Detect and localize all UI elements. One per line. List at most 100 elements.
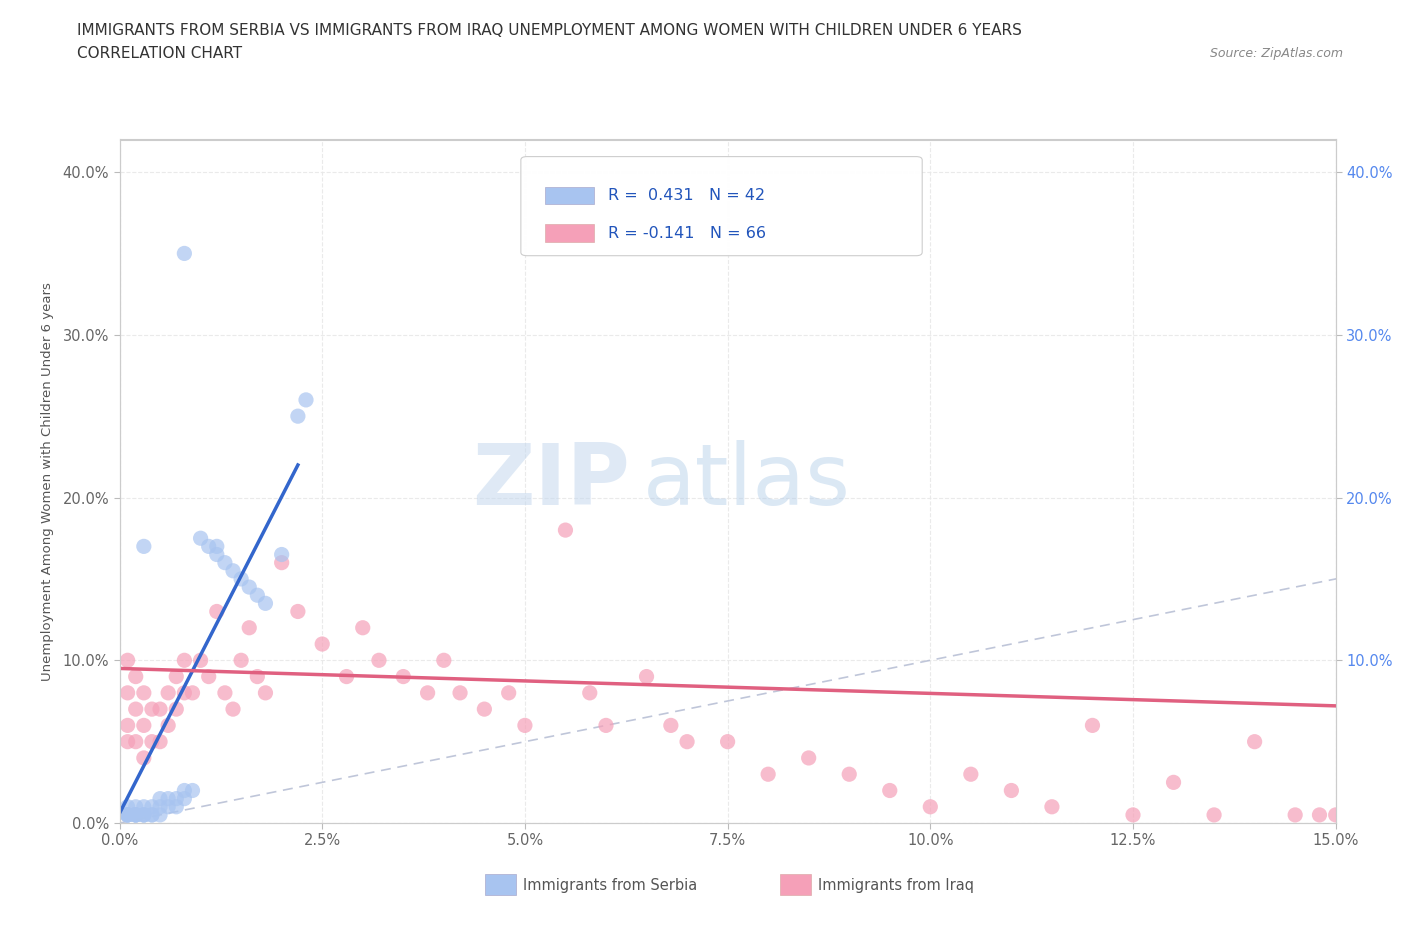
Point xyxy=(270,547,292,562)
Point xyxy=(117,807,139,822)
Point xyxy=(797,751,820,765)
Point xyxy=(125,800,148,815)
Point xyxy=(125,807,148,822)
Point xyxy=(879,783,901,798)
Point xyxy=(149,735,172,750)
Point xyxy=(132,718,155,733)
Point xyxy=(149,800,172,815)
Point xyxy=(295,392,318,407)
Point xyxy=(149,807,172,822)
Point xyxy=(222,564,245,578)
Point xyxy=(125,807,148,822)
Point xyxy=(197,670,219,684)
Text: Immigrants from Serbia: Immigrants from Serbia xyxy=(523,878,697,893)
Point xyxy=(181,783,204,798)
Point xyxy=(173,685,195,700)
Point xyxy=(449,685,471,700)
Point xyxy=(254,685,277,700)
Point xyxy=(117,685,139,700)
Point xyxy=(214,555,236,570)
Point xyxy=(132,807,155,822)
Point xyxy=(756,766,779,781)
Point xyxy=(117,718,139,733)
Point xyxy=(173,783,195,798)
Point xyxy=(149,791,172,806)
Point xyxy=(125,807,148,822)
Point xyxy=(513,718,536,733)
Point xyxy=(416,685,439,700)
FancyBboxPatch shape xyxy=(520,156,922,256)
Point xyxy=(181,685,204,700)
Point xyxy=(117,807,139,822)
Point xyxy=(222,702,245,717)
Point xyxy=(311,637,333,652)
Point xyxy=(717,735,740,750)
Y-axis label: Unemployment Among Women with Children Under 6 years: Unemployment Among Women with Children U… xyxy=(41,282,55,681)
Point xyxy=(141,800,163,815)
Point xyxy=(1324,807,1347,822)
Point xyxy=(132,685,155,700)
Point xyxy=(433,653,456,668)
Point xyxy=(117,807,139,822)
Point xyxy=(1284,807,1306,822)
Point xyxy=(554,523,576,538)
Point xyxy=(173,246,195,261)
Point xyxy=(205,539,228,554)
Text: R =  0.431   N = 42: R = 0.431 N = 42 xyxy=(609,188,765,203)
Point xyxy=(246,588,269,603)
Point xyxy=(117,735,139,750)
Point xyxy=(287,409,309,424)
Point xyxy=(125,735,148,750)
Point xyxy=(157,685,180,700)
Point xyxy=(157,791,180,806)
Text: Immigrants from Iraq: Immigrants from Iraq xyxy=(818,878,974,893)
Point xyxy=(173,653,195,668)
Point xyxy=(190,531,212,546)
Point xyxy=(659,718,682,733)
Point xyxy=(125,670,148,684)
Point xyxy=(238,620,260,635)
Point xyxy=(132,539,155,554)
Point xyxy=(149,702,172,717)
Point xyxy=(595,718,617,733)
Point xyxy=(1163,775,1185,790)
Point xyxy=(132,800,155,815)
Point xyxy=(1081,718,1104,733)
Point xyxy=(141,807,163,822)
Point xyxy=(335,670,357,684)
Point xyxy=(141,735,163,750)
Text: ZIP: ZIP xyxy=(472,440,630,523)
Point xyxy=(197,539,219,554)
Point xyxy=(231,572,253,587)
Point xyxy=(1040,800,1063,815)
Point xyxy=(1308,807,1330,822)
Point xyxy=(636,670,658,684)
Point xyxy=(1204,807,1226,822)
Point xyxy=(125,702,148,717)
Point xyxy=(254,596,277,611)
Point xyxy=(141,807,163,822)
Point xyxy=(238,579,260,594)
Point xyxy=(173,791,195,806)
Point xyxy=(165,670,187,684)
Point xyxy=(352,620,374,635)
Point xyxy=(117,807,139,822)
Point xyxy=(157,718,180,733)
Text: Source: ZipAtlas.com: Source: ZipAtlas.com xyxy=(1209,46,1343,60)
Point xyxy=(190,653,212,668)
Point xyxy=(472,702,496,717)
Text: IMMIGRANTS FROM SERBIA VS IMMIGRANTS FROM IRAQ UNEMPLOYMENT AMONG WOMEN WITH CHI: IMMIGRANTS FROM SERBIA VS IMMIGRANTS FRO… xyxy=(77,23,1022,38)
Point xyxy=(838,766,860,781)
Point xyxy=(141,702,163,717)
Point xyxy=(157,800,180,815)
Point xyxy=(287,604,309,619)
Text: CORRELATION CHART: CORRELATION CHART xyxy=(77,46,242,61)
Point xyxy=(231,653,253,668)
Point xyxy=(1122,807,1144,822)
Point xyxy=(165,791,187,806)
Point xyxy=(125,807,148,822)
Point xyxy=(205,604,228,619)
Point xyxy=(1000,783,1022,798)
Point xyxy=(270,555,292,570)
Point xyxy=(205,547,228,562)
